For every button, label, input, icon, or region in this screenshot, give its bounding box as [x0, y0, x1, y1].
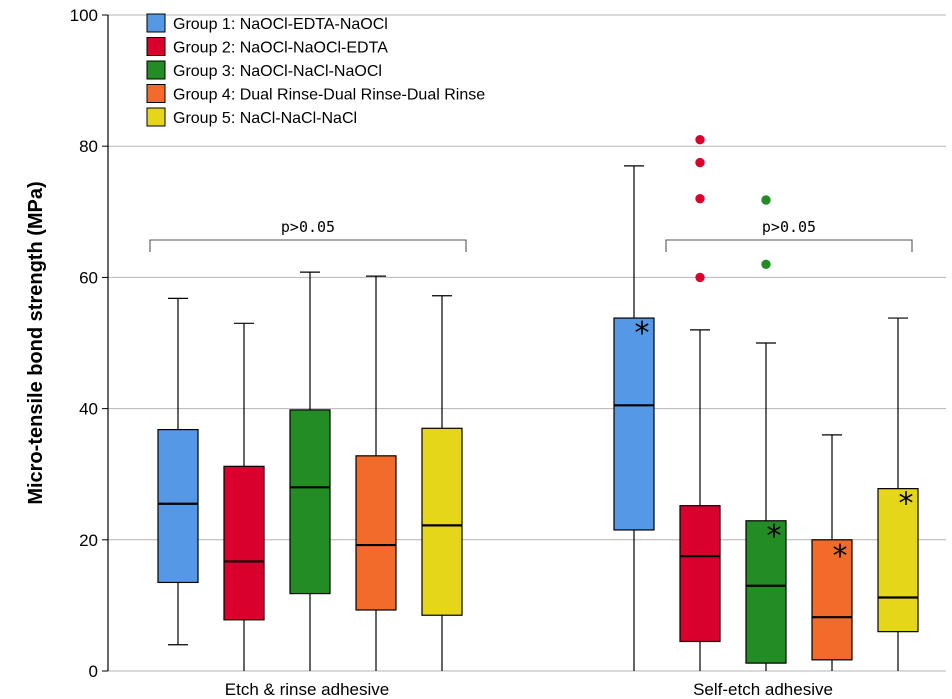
x-category-labels: Etch & rinse adhesive Self-etch adhesive	[225, 680, 833, 699]
outlier-point	[695, 193, 705, 204]
legend-item: Group 2: NaOCl-NaOCl-EDTA	[146, 37, 388, 57]
legend-swatch	[146, 107, 166, 127]
legend-label: Group 1: NaOCl-EDTA-NaOCl	[173, 16, 388, 33]
box	[289, 409, 331, 595]
box	[745, 520, 787, 664]
legend-item: Group 5: NaCl-NaCl-NaCl	[146, 107, 357, 127]
legend-swatch	[146, 84, 166, 103]
box	[877, 488, 919, 633]
box	[157, 428, 199, 584]
y-tick-label: 20	[79, 531, 98, 550]
extreme-marker: *	[767, 519, 782, 554]
box-group: *	[877, 317, 919, 671]
legend-swatch	[146, 13, 166, 33]
x-category-label: Etch & rinse adhesive	[225, 680, 389, 699]
box-group: *	[613, 165, 655, 671]
y-tick-label: 0	[89, 662, 98, 681]
x-category-label: Self-etch adhesive	[693, 680, 833, 699]
legend-label: Group 4: Dual Rinse-Dual Rinse-Dual Rins…	[173, 87, 485, 104]
legend-swatch	[146, 37, 166, 56]
y-tick-label: 100	[70, 6, 98, 25]
legend-label: Group 3: NaOCl-NaCl-NaOCl	[173, 63, 382, 80]
outlier-point	[695, 134, 705, 145]
extreme-marker: *	[833, 539, 848, 574]
extreme-marker: *	[635, 316, 650, 351]
box-group	[157, 297, 199, 646]
outlier-point	[761, 195, 771, 205]
box	[421, 427, 463, 616]
box-group: *	[811, 434, 853, 671]
box-group	[679, 134, 721, 671]
legend-item: Group 3: NaOCl-NaCl-NaOCl	[146, 60, 382, 80]
box	[679, 505, 721, 643]
box-group: *	[745, 195, 787, 671]
legend-item: Group 4: Dual Rinse-Dual Rinse-Dual Rins…	[146, 84, 485, 104]
legend-item: Group 1: NaOCl-EDTA-NaOCl	[146, 13, 388, 33]
box	[223, 465, 265, 621]
y-tick-label: 80	[79, 137, 98, 156]
significance-label: p>0.05	[762, 218, 816, 236]
box	[811, 539, 853, 661]
significance-bracket	[665, 239, 913, 252]
significance-bracket	[149, 239, 467, 252]
significance-label: p>0.05	[281, 218, 335, 236]
y-tick-label: 60	[79, 268, 98, 287]
outlier-point	[695, 157, 705, 168]
outlier-point	[695, 272, 705, 283]
significance-annotations: p>0.05 p>0.05	[149, 218, 913, 252]
box-group	[355, 275, 397, 671]
box-group	[421, 295, 463, 671]
box	[613, 317, 655, 531]
y-tick-labels: 0 20 40 60 80 100	[70, 6, 98, 681]
outlier-point	[761, 259, 771, 269]
box	[355, 455, 397, 611]
boxes: * * * *	[157, 134, 919, 671]
box-group	[289, 271, 331, 671]
legend-swatch	[146, 60, 166, 80]
y-tick-label: 40	[79, 400, 98, 419]
extreme-marker: *	[899, 486, 914, 521]
box-group	[223, 322, 265, 671]
legend-label: Group 2: NaOCl-NaOCl-EDTA	[173, 40, 388, 57]
legend: Group 1: NaOCl-EDTA-NaOCl Group 2: NaOCl-…	[146, 13, 485, 127]
legend-label: Group 5: NaCl-NaCl-NaCl	[173, 110, 357, 127]
y-axis-label: Micro-tensile bond strength (MPa)	[25, 181, 47, 504]
